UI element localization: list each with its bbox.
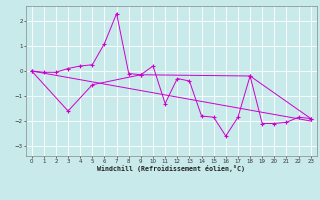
X-axis label: Windchill (Refroidissement éolien,°C): Windchill (Refroidissement éolien,°C): [97, 165, 245, 172]
